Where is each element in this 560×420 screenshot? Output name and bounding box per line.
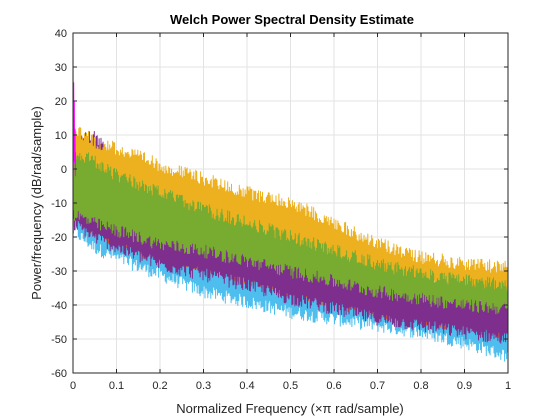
series-group xyxy=(73,51,508,362)
x-tick-label: 1 xyxy=(505,380,511,392)
x-axis-label: Normalized Frequency (×π rad/sample) xyxy=(176,401,404,416)
x-tick-label: 0.2 xyxy=(152,380,167,392)
y-tick-label: 20 xyxy=(55,96,67,108)
x-tick-label: 0.4 xyxy=(239,380,254,392)
y-tick-label: 40 xyxy=(55,28,67,40)
x-tick-label: 0.1 xyxy=(109,380,124,392)
y-tick-label: -30 xyxy=(51,266,67,278)
y-tick-labels: 40 30 20 10 0 -10 -20 -30 -40 -50 -60 xyxy=(51,28,67,380)
x-tick-label: 0.7 xyxy=(370,380,385,392)
axis-ticks xyxy=(72,32,509,374)
x-tick-label: 0.5 xyxy=(283,380,298,392)
y-tick-label: 30 xyxy=(55,62,67,74)
y-tick-label: 0 xyxy=(61,164,67,176)
x-tick-label: 0.3 xyxy=(196,380,211,392)
psd-series-4 xyxy=(73,149,508,315)
y-tick-label: -40 xyxy=(51,300,67,312)
x-tick-label: 0.6 xyxy=(326,380,341,392)
chart-title: Welch Power Spectral Density Estimate xyxy=(170,12,414,27)
x-tick-label: 0.9 xyxy=(457,380,472,392)
x-tick-labels: 0 0.1 0.2 0.3 0.4 0.5 0.6 0.7 0.8 0.9 1 xyxy=(70,380,511,392)
y-axis-label: Power/frequency (dB/rad/sample) xyxy=(29,106,44,300)
x-tick-label: 0 xyxy=(70,380,76,392)
y-tick-label: -50 xyxy=(51,334,67,346)
y-tick-label: -20 xyxy=(51,232,67,244)
y-tick-label: -60 xyxy=(51,368,67,380)
y-tick-label: -10 xyxy=(51,198,67,210)
x-tick-label: 0.8 xyxy=(413,380,428,392)
y-tick-label: 10 xyxy=(55,130,67,142)
psd-series-3 xyxy=(73,121,508,304)
